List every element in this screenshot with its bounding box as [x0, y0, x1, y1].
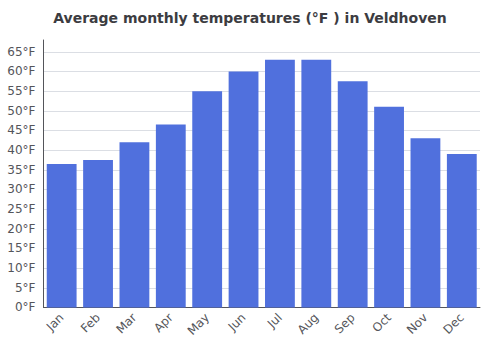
svg-text:Oct: Oct — [369, 310, 394, 335]
svg-text:40°F: 40°F — [7, 143, 35, 157]
svg-text:55°F: 55°F — [7, 84, 35, 98]
svg-text:Jun: Jun — [225, 311, 249, 335]
svg-text:15°F: 15°F — [7, 241, 35, 255]
svg-text:Dec: Dec — [440, 311, 466, 337]
svg-text:Jul: Jul — [264, 311, 285, 332]
svg-text:May: May — [185, 311, 212, 338]
svg-text:60°F: 60°F — [7, 64, 35, 78]
svg-text:Feb: Feb — [78, 311, 103, 336]
svg-text:45°F: 45°F — [7, 123, 35, 137]
svg-text:Average monthly temperatures (: Average monthly temperatures (°F ) in Ve… — [53, 10, 447, 26]
svg-text:Jan: Jan — [43, 311, 67, 335]
svg-text:65°F: 65°F — [7, 45, 35, 59]
svg-text:Nov: Nov — [404, 311, 430, 337]
svg-text:Aug: Aug — [295, 311, 321, 337]
svg-text:Mar: Mar — [113, 310, 139, 336]
svg-text:20°F: 20°F — [7, 222, 35, 236]
svg-text:0°F: 0°F — [15, 300, 36, 314]
svg-text:35°F: 35°F — [7, 163, 35, 177]
svg-text:50°F: 50°F — [7, 104, 35, 118]
svg-text:25°F: 25°F — [7, 202, 35, 216]
svg-text:Apr: Apr — [151, 310, 176, 335]
svg-text:30°F: 30°F — [7, 182, 35, 196]
svg-text:10°F: 10°F — [7, 261, 35, 275]
svg-text:5°F: 5°F — [15, 281, 36, 295]
svg-text:Sep: Sep — [332, 311, 358, 337]
